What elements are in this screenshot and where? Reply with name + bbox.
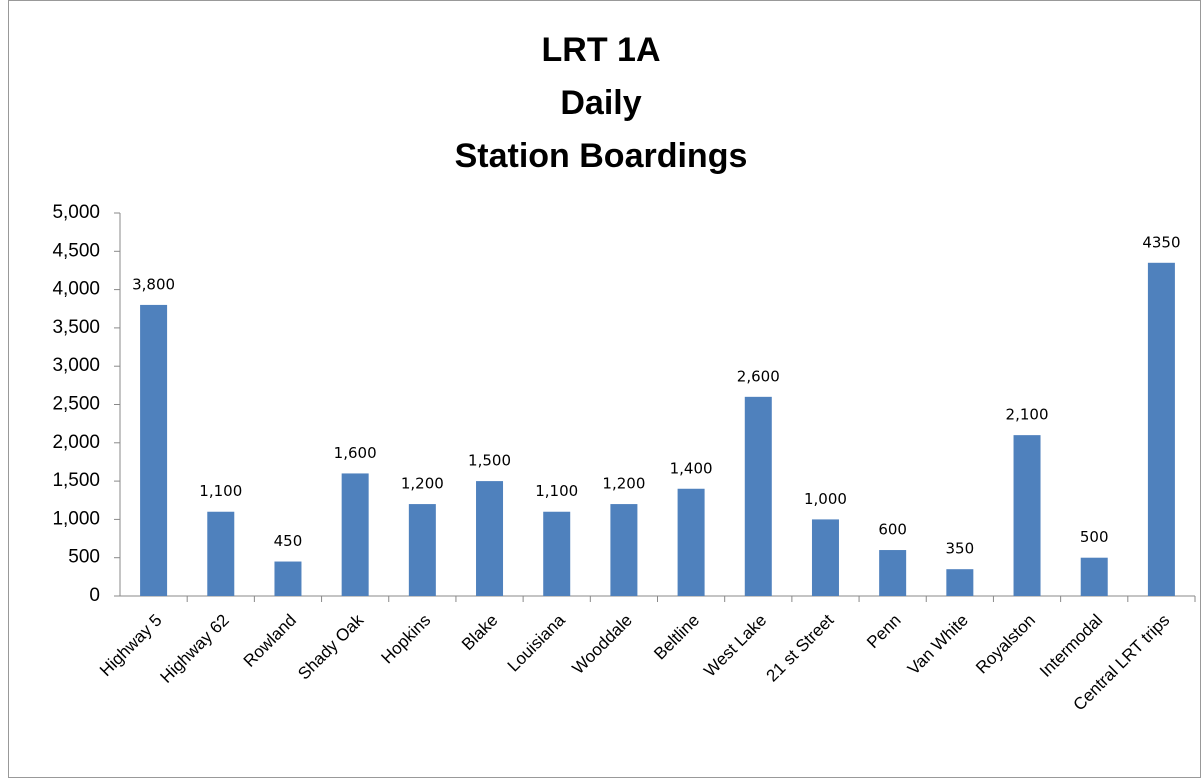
value-label: 1,600 bbox=[334, 444, 377, 462]
y-tick-label: 4,500 bbox=[52, 240, 100, 261]
value-label: 450 bbox=[274, 532, 303, 550]
y-tick-label: 500 bbox=[68, 547, 100, 568]
value-label: 2,600 bbox=[737, 367, 780, 385]
bar bbox=[1013, 435, 1041, 596]
y-tick-label: 3,500 bbox=[52, 317, 100, 338]
value-label: 1,100 bbox=[535, 482, 578, 500]
value-label: 1,200 bbox=[401, 475, 444, 493]
bar bbox=[543, 511, 571, 596]
bar bbox=[476, 481, 504, 596]
value-label: 1,500 bbox=[468, 452, 511, 470]
bar bbox=[610, 504, 638, 596]
value-label: 1,200 bbox=[602, 475, 645, 493]
value-label: 4350 bbox=[1142, 233, 1180, 251]
bar bbox=[341, 473, 369, 596]
value-label: 600 bbox=[878, 521, 907, 539]
bar bbox=[946, 569, 974, 596]
value-label: 1,000 bbox=[804, 490, 847, 508]
bar bbox=[1080, 557, 1108, 596]
value-label: 2,100 bbox=[1006, 406, 1049, 424]
chart-title: Daily bbox=[560, 84, 641, 122]
value-label: 3,800 bbox=[132, 275, 175, 293]
bar bbox=[1147, 262, 1175, 596]
bar bbox=[207, 511, 235, 596]
chart-title: Station Boardings bbox=[455, 137, 748, 175]
bar bbox=[811, 519, 839, 596]
bar bbox=[274, 561, 302, 596]
y-tick-label: 1,000 bbox=[52, 508, 100, 529]
value-label: 350 bbox=[946, 540, 975, 558]
value-label: 500 bbox=[1080, 528, 1109, 546]
y-tick-label: 5,000 bbox=[52, 202, 100, 223]
y-tick-label: 1,500 bbox=[52, 470, 100, 491]
chart-frame bbox=[8, 0, 1201, 778]
y-tick-label: 0 bbox=[89, 585, 100, 606]
bar bbox=[408, 504, 436, 596]
chart-title: LRT 1A bbox=[542, 31, 661, 69]
bar bbox=[140, 304, 168, 596]
bar bbox=[744, 396, 772, 596]
bar bbox=[677, 488, 705, 596]
y-tick-label: 4,000 bbox=[52, 279, 100, 300]
value-label: 1,400 bbox=[670, 459, 713, 477]
y-tick-label: 2,500 bbox=[52, 394, 100, 415]
bar bbox=[879, 550, 907, 596]
value-label: 1,100 bbox=[199, 482, 242, 500]
y-tick-label: 3,000 bbox=[52, 355, 100, 376]
y-tick-label: 2,000 bbox=[52, 432, 100, 453]
